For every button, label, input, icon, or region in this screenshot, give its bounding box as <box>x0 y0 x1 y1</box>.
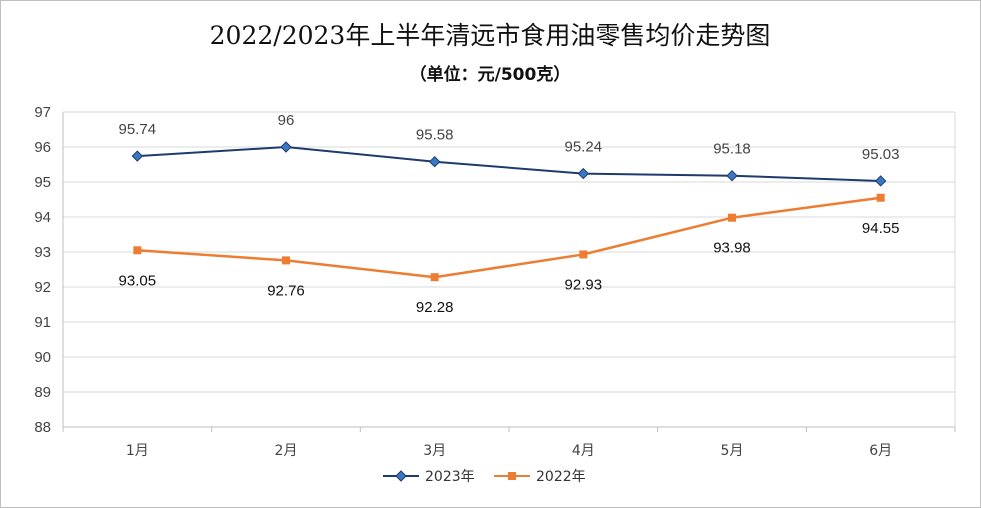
y-tick-label-97: 97 <box>34 104 51 121</box>
x-axis: 1月 2月 3月 4月 5月 6月 <box>62 426 956 459</box>
y-tick-label-90: 90 <box>34 349 51 366</box>
x-tick-label: 6月 <box>869 443 892 459</box>
data-label: 93.05 <box>119 272 157 289</box>
data-point <box>428 155 441 168</box>
data-label: 93.98 <box>713 240 751 257</box>
x-tick-label: 4月 <box>572 443 595 459</box>
y-tick-label-93: 93 <box>34 244 51 261</box>
y-axis: 88 89 90 91 92 93 94 95 96 97 <box>34 104 64 436</box>
data-point <box>133 246 142 255</box>
chart-title: 2022/2023年上半年清远市食用油零售均价走势图 <box>210 21 771 50</box>
data-point <box>728 213 736 222</box>
series-line <box>137 196 881 279</box>
x-tick-label: 1月 <box>126 443 149 459</box>
data-point <box>577 167 590 180</box>
data-point <box>131 150 144 162</box>
series-line <box>137 145 881 182</box>
x-tick-label: 2月 <box>275 443 298 459</box>
series-1: 93.05 92.76 92.28 92.93 93.98 94.55 <box>119 193 900 316</box>
data-label: 92.93 <box>565 276 603 293</box>
y-tick-label-92: 92 <box>34 279 51 296</box>
legend-label: 2022年 <box>536 469 586 485</box>
data-label: 95.03 <box>862 146 900 163</box>
y-tick-label-95: 95 <box>34 174 51 191</box>
data-label: 95.24 <box>565 139 603 156</box>
data-label: 95.74 <box>119 121 157 138</box>
series-group: 95.74 96 95.58 95.24 95.18 95.03 93.05 92.76 92.… <box>119 112 900 316</box>
data-point <box>282 256 290 265</box>
x-tick-label: 5月 <box>721 443 744 459</box>
data-label: 92.28 <box>416 299 454 316</box>
y-tick-label-88: 88 <box>34 419 51 436</box>
y-tick-label-89: 89 <box>34 384 51 401</box>
series-0: 95.74 96 95.58 95.24 95.18 95.03 <box>119 112 900 187</box>
legend[interactable]: 2023年 2022年 <box>383 469 586 485</box>
y-tick-label-94: 94 <box>34 209 51 226</box>
y-tick-label-96: 96 <box>34 139 51 156</box>
data-label: 92.76 <box>267 282 305 299</box>
data-label: 96 <box>278 112 295 129</box>
data-point <box>579 250 588 259</box>
y-tick-label-91: 91 <box>34 314 51 331</box>
legend-item-0[interactable]: 2023年 <box>383 469 475 485</box>
gridlines <box>63 111 956 428</box>
x-tick-label: 3月 <box>423 443 446 459</box>
data-point <box>430 273 439 282</box>
data-point <box>726 169 738 182</box>
chart-subtitle: （单位：元/500克） <box>410 64 571 85</box>
data-label: 95.18 <box>713 141 751 158</box>
data-point <box>280 141 292 153</box>
data-point <box>874 175 887 187</box>
legend-marker <box>395 470 407 482</box>
data-label: 94.55 <box>862 220 900 237</box>
data-point <box>876 193 885 202</box>
data-label: 95.58 <box>416 127 454 144</box>
legend-marker <box>508 472 516 480</box>
legend-label: 2023年 <box>425 469 475 485</box>
legend-item-1[interactable]: 2022年 <box>494 469 586 485</box>
